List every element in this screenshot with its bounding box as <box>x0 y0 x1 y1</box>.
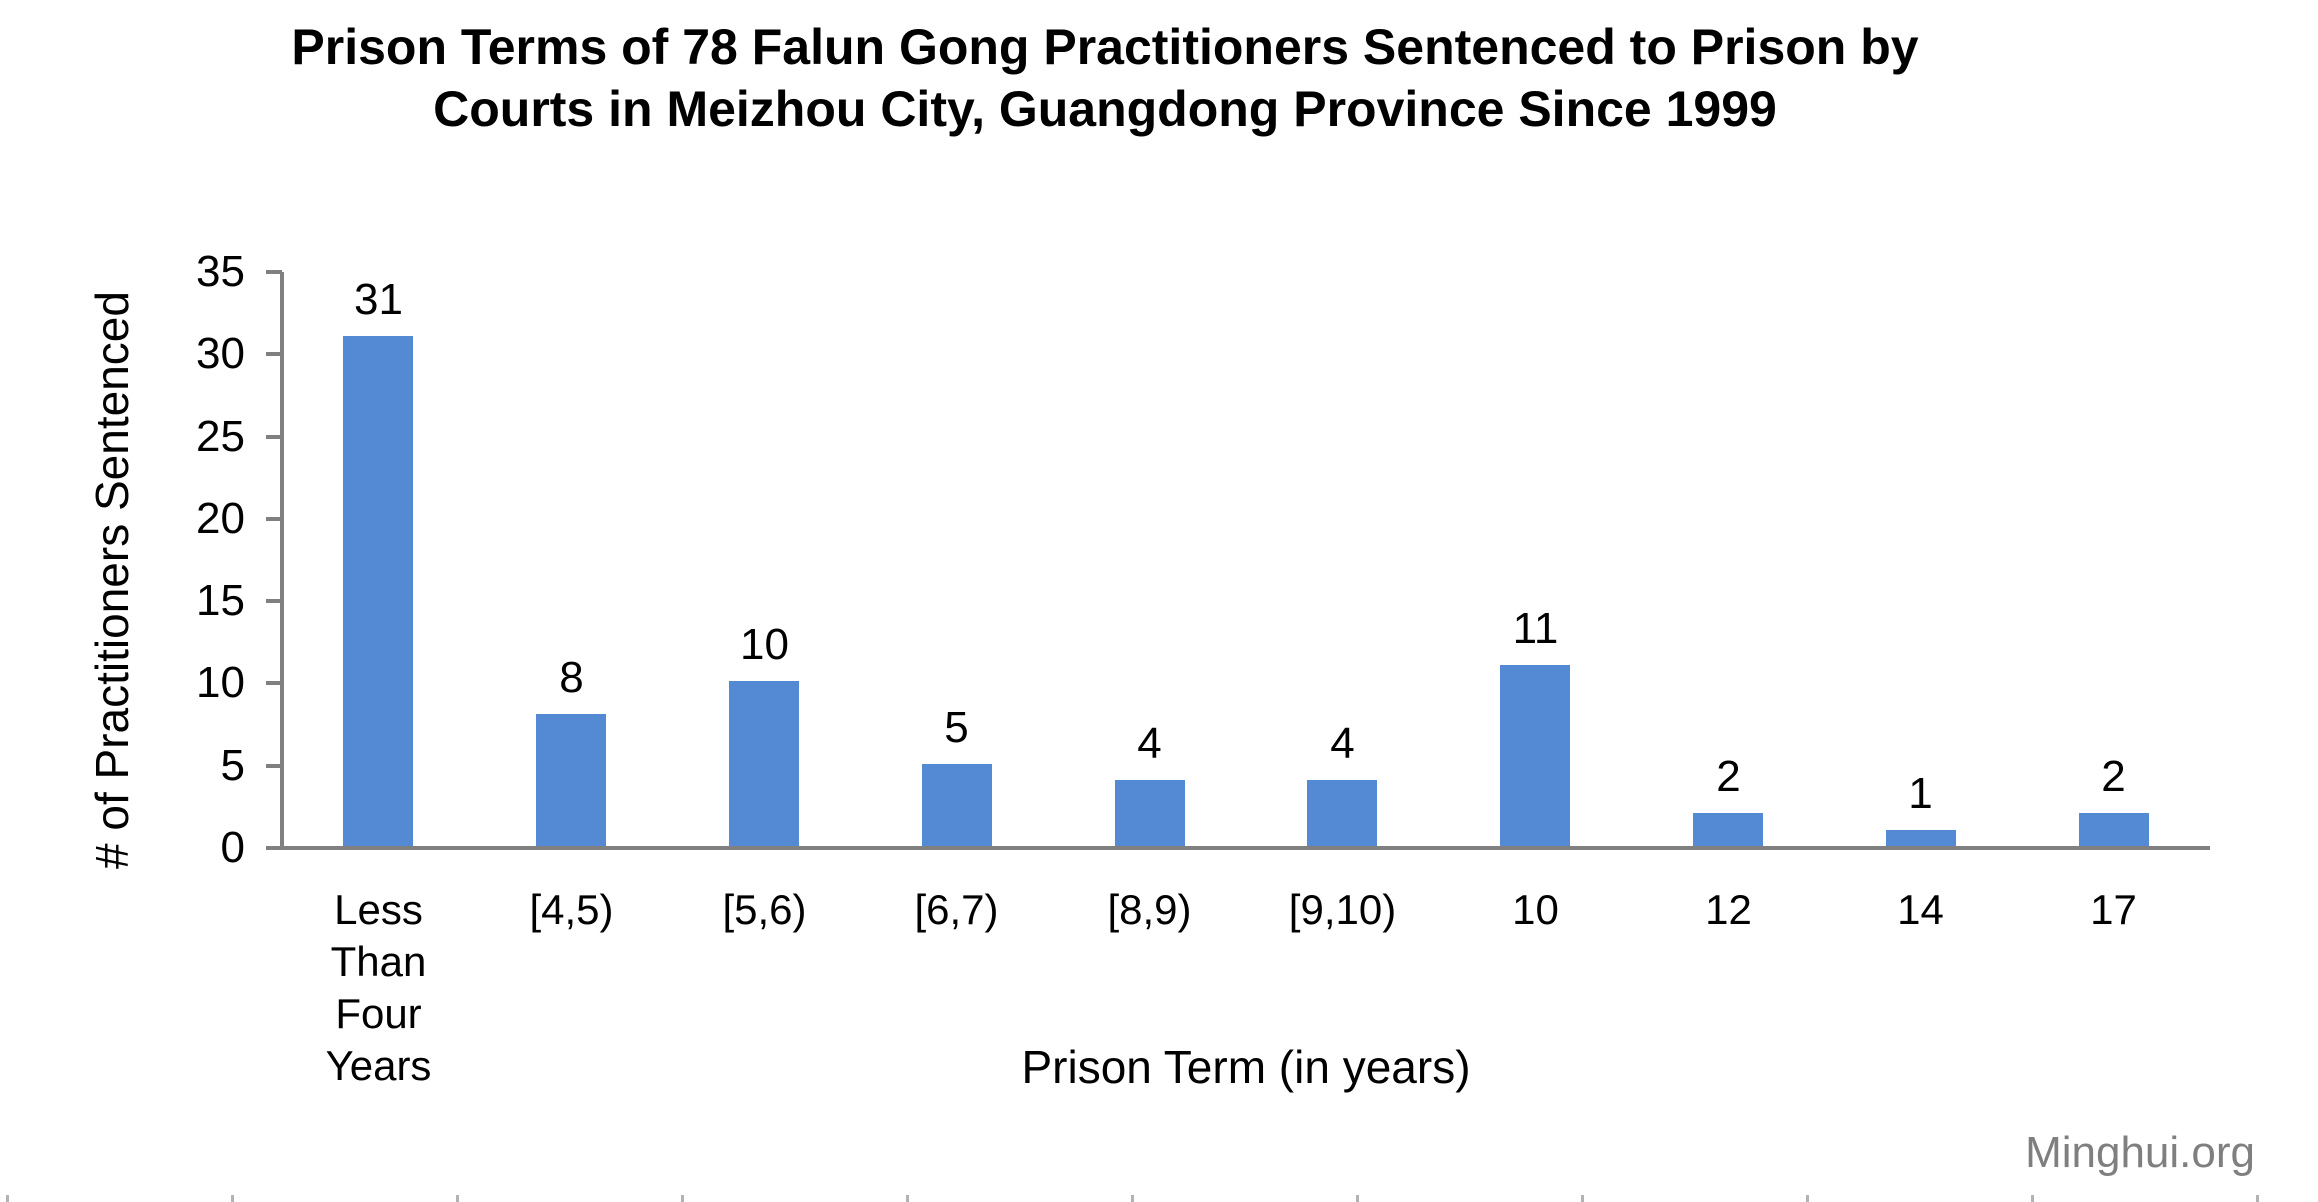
x-category-label: 14 <box>1897 886 1944 933</box>
y-tick-mark <box>266 599 282 604</box>
x-category-label: [5,6) <box>722 886 807 933</box>
chart-title-line-1: Prison Terms of 78 Falun Gong Practition… <box>291 19 1919 75</box>
chart-title-line-2: Courts in Meizhou City, Guangdong Provin… <box>433 81 1777 137</box>
bar <box>536 714 606 846</box>
x-category-label: 12 <box>1705 886 1752 933</box>
y-tick-mark <box>266 763 282 768</box>
bottom-edge-tick <box>1356 1195 1359 1202</box>
y-axis-line <box>280 272 284 850</box>
bar-value-label: 2 <box>1716 752 1741 801</box>
bar <box>343 336 413 846</box>
y-tick-label: 30 <box>196 329 245 379</box>
x-category-label: [6,7) <box>914 886 999 933</box>
bar-value-label: 11 <box>1512 604 1559 653</box>
y-axis-title: # of Practitioners Sentenced <box>86 291 138 869</box>
bar-value-label: 5 <box>944 703 969 752</box>
bottom-edge-tick <box>1806 1195 1809 1202</box>
y-tick-mark <box>266 270 282 274</box>
bar <box>729 681 799 846</box>
bottom-edge-tick <box>6 1195 9 1202</box>
x-category-label: Less Than Four Years <box>325 886 432 1089</box>
bottom-edge-tick <box>456 1195 459 1202</box>
y-tick-mark <box>266 352 282 357</box>
bottom-edge-tick <box>1581 1195 1584 1202</box>
x-axis-line <box>280 846 2210 850</box>
y-tick-label: 0 <box>220 823 245 872</box>
bar-value-label: 10 <box>740 620 789 669</box>
x-category-label: 17 <box>2090 886 2137 933</box>
y-tick-mark <box>266 846 282 850</box>
y-tick-mark <box>266 434 282 439</box>
bar-value-label: 2 <box>2101 752 2126 801</box>
x-category-label: 10 <box>1512 886 1559 933</box>
bottom-edge-tick <box>906 1195 909 1202</box>
y-tick-label: 35 <box>196 247 245 296</box>
bar <box>922 764 992 846</box>
y-tick-label: 20 <box>196 493 245 543</box>
y-tick-label: 10 <box>196 658 245 708</box>
watermark-minghui: Minghui.org <box>2025 1128 2255 1177</box>
x-category-label: [9,10) <box>1288 886 1397 933</box>
bottom-edge-tick <box>681 1195 684 1202</box>
bottom-edge-tick <box>231 1195 234 1202</box>
bar <box>2079 813 2149 846</box>
x-axis-title: Prison Term (in years) <box>1021 1041 1471 1093</box>
bar-value-label: 31 <box>354 275 403 324</box>
bar <box>1886 830 1956 846</box>
x-category-label: [4,5) <box>529 886 614 933</box>
y-tick-label: 25 <box>196 411 245 461</box>
bar <box>1307 780 1377 846</box>
bottom-edge-tick <box>2031 1195 2034 1202</box>
bar-value-label: 8 <box>559 653 584 702</box>
bar-value-label: 4 <box>1330 719 1355 768</box>
y-tick-mark <box>266 681 282 686</box>
bar <box>1693 813 1763 846</box>
x-category-label: [8,9) <box>1107 886 1192 933</box>
bar-value-label: 1 <box>1908 769 1933 818</box>
bottom-edge-tick <box>1131 1195 1134 1202</box>
chart-title: Prison Terms of 78 Falun Gong Practition… <box>0 16 2210 140</box>
bar <box>1115 780 1185 846</box>
y-tick-mark <box>266 516 282 521</box>
bar-value-label: 4 <box>1137 719 1162 768</box>
bottom-edge-tick <box>2256 1195 2259 1202</box>
bar <box>1500 665 1570 846</box>
y-tick-label: 15 <box>196 576 245 626</box>
y-tick-label: 5 <box>220 740 245 790</box>
